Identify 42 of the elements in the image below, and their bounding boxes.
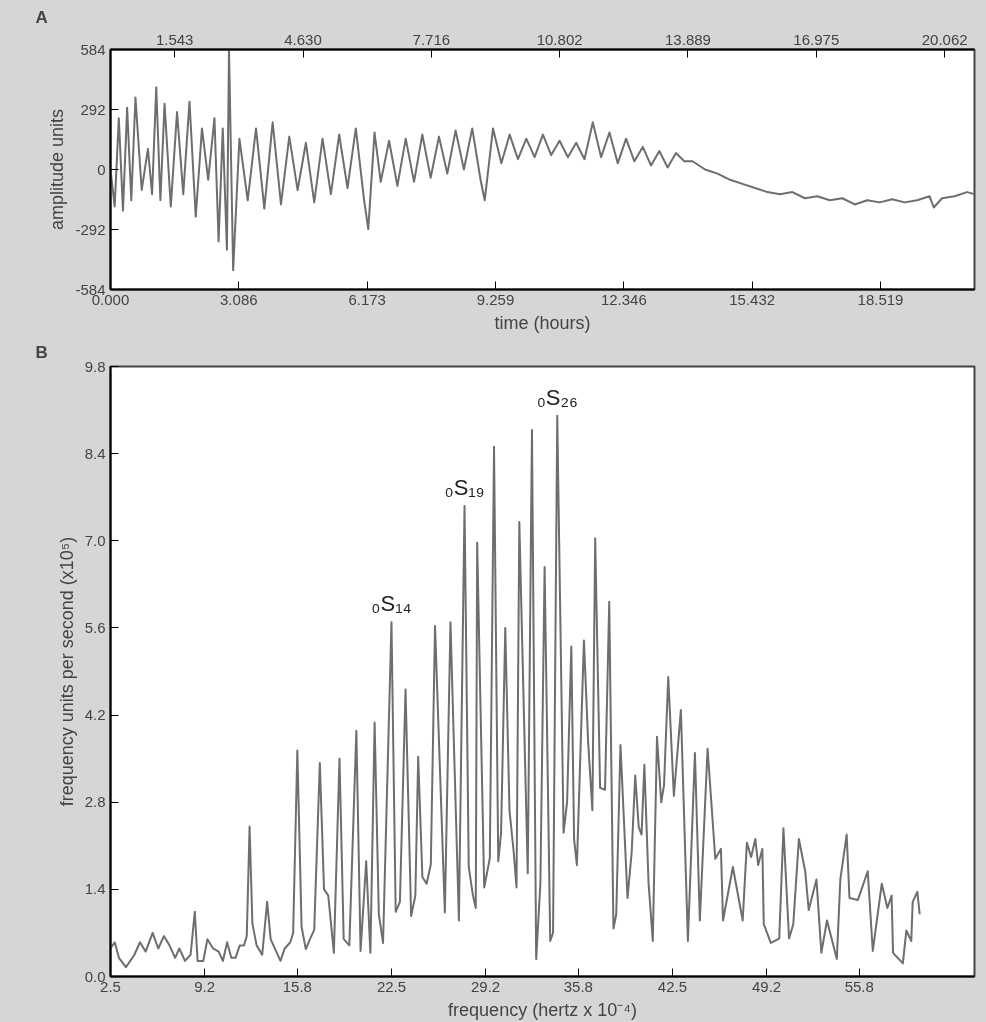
- y-tick-label: 8.4: [84, 444, 106, 462]
- x-tick-label: 35.8: [563, 977, 593, 995]
- x2-tick-label: 1.543: [155, 30, 194, 48]
- x2-tick-label: 10.802: [536, 30, 583, 48]
- annotation: ₀S₁₄: [371, 591, 412, 617]
- x2-tick-label: 16.975: [793, 30, 840, 48]
- y-axis-title: amplitude units: [47, 108, 68, 231]
- y-tick-label: 2.8: [84, 793, 106, 811]
- y-tick-label: 4.2: [84, 706, 106, 724]
- y-tick-label: 0: [97, 160, 106, 178]
- x-axis-title: time (hours): [494, 312, 591, 333]
- x-tick-label: 22.5: [376, 977, 407, 995]
- annotation: ₀S₁₉: [444, 474, 485, 500]
- x-tick-label: 12.346: [600, 290, 647, 308]
- y-tick-label: 9.8: [84, 357, 106, 375]
- x-tick-label: 6.173: [348, 290, 386, 308]
- y-axis-title: frequency units per second (x10⁵): [56, 536, 77, 807]
- x-tick-label: 18.519: [857, 290, 904, 308]
- line-series: [110, 414, 921, 969]
- x-tick-label: 55.8: [844, 977, 874, 995]
- x-tick-label: 9.2: [194, 977, 216, 995]
- x-tick-label: 15.432: [729, 290, 776, 308]
- x-tick-label: 9.259: [476, 290, 515, 308]
- x-axis-title: frequency (hertz x 10⁻⁴): [448, 999, 637, 1020]
- x2-tick-label: 7.716: [412, 30, 451, 48]
- y-tick-label: 1.4: [84, 880, 106, 898]
- x-tick-label: 15.8: [282, 977, 312, 995]
- y-tick-label: 584: [80, 40, 106, 58]
- x-tick-label: 3.086: [220, 290, 258, 308]
- y-tick-label: 5.6: [84, 618, 106, 636]
- x2-tick-label: 4.630: [284, 30, 322, 48]
- y-tick-label: -292: [75, 220, 106, 238]
- x-tick-label: 42.5: [657, 977, 688, 995]
- annotation: ₀S₂₆: [536, 384, 578, 410]
- x2-tick-label: 13.889: [665, 30, 711, 48]
- chart-title: B: [35, 342, 48, 362]
- x-tick-label: 29.2: [471, 977, 501, 995]
- chart-title: A: [35, 7, 48, 27]
- x-tick-label: 49.2: [751, 977, 782, 995]
- y-tick-label: 292: [80, 100, 106, 118]
- y-tick-label: 7.0: [84, 531, 106, 549]
- x2-tick-label: 20.062: [921, 30, 968, 48]
